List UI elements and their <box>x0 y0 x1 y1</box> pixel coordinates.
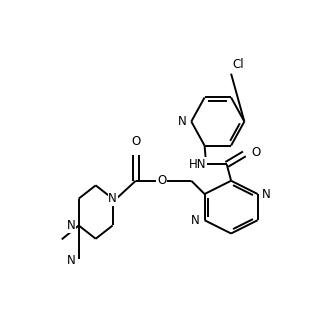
Text: O: O <box>131 135 140 148</box>
Text: O: O <box>157 174 167 187</box>
Text: N: N <box>262 187 271 201</box>
Text: N: N <box>191 214 200 227</box>
Text: N: N <box>67 219 75 232</box>
Text: O: O <box>251 146 260 159</box>
Text: N: N <box>108 192 117 205</box>
Text: N: N <box>67 254 75 268</box>
Text: N: N <box>178 115 187 128</box>
Text: Cl: Cl <box>233 58 244 71</box>
Text: HN: HN <box>189 158 207 171</box>
